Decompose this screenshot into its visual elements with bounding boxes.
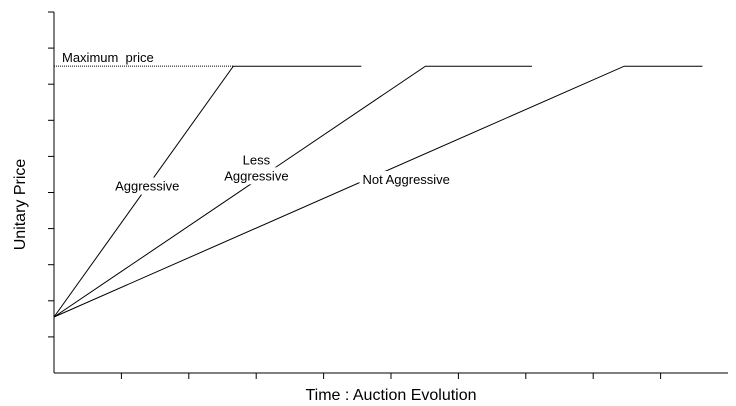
- series-lines: [53, 65, 703, 318]
- series-line-1: [53, 65, 532, 318]
- y-axis-label: Unitary Price: [12, 159, 29, 251]
- series-label-1-line-0: Less: [243, 152, 271, 167]
- series-label-2-line-0: Not Aggressive: [362, 172, 449, 187]
- series-label-background: [239, 151, 274, 169]
- maximum-price-label: Maximum price: [62, 50, 154, 65]
- series-line-0: [53, 65, 362, 318]
- series-label-background: [359, 171, 453, 189]
- x-axis-ticks: [120, 373, 662, 379]
- series-label-0-line-0: Aggressive: [115, 179, 179, 194]
- y-axis-ticks: [48, 11, 54, 338]
- series-line-2: [53, 65, 703, 318]
- series-label-background: [221, 167, 292, 185]
- x-axis-label: Time : Auction Evolution: [305, 387, 476, 404]
- series-label-background: [112, 177, 183, 195]
- series-label-1-line-1: Aggressive: [224, 168, 288, 183]
